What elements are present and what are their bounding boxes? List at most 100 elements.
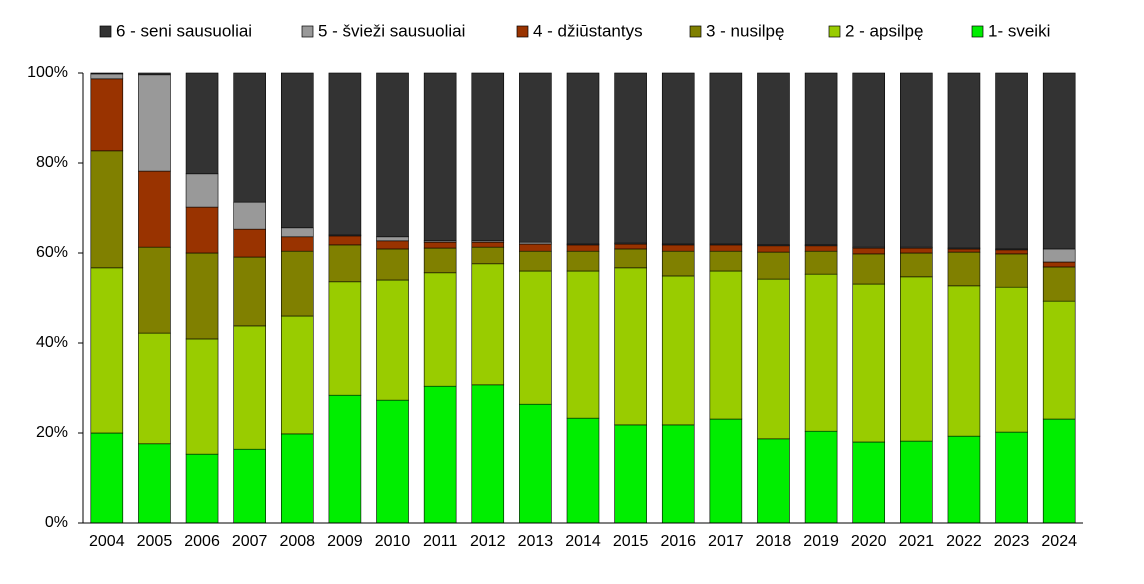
bar-segment bbox=[709, 270, 743, 420]
bar-segment bbox=[614, 267, 647, 426]
x-tick-label: 2014 bbox=[565, 533, 601, 550]
bar-segment bbox=[1042, 248, 1076, 263]
legend-swatch bbox=[828, 25, 841, 38]
bar-segment bbox=[423, 241, 457, 249]
legend-swatch bbox=[971, 25, 984, 38]
x-tick-label: 2009 bbox=[327, 533, 363, 550]
bar-segment bbox=[185, 173, 219, 208]
bar-segment bbox=[566, 417, 600, 524]
legend-label: 4 - džiūstantys bbox=[533, 21, 643, 40]
bar-segment bbox=[852, 247, 886, 255]
bar-segment bbox=[566, 244, 600, 252]
bar-segment bbox=[233, 325, 266, 450]
bar-segment bbox=[757, 72, 790, 246]
bar-segment bbox=[280, 433, 314, 524]
bar-segment bbox=[233, 448, 266, 524]
bar-segment bbox=[1042, 418, 1076, 524]
bar-segment bbox=[709, 418, 743, 524]
bar-segment bbox=[995, 286, 1028, 433]
bar-segment bbox=[519, 403, 552, 524]
bar-segment bbox=[328, 281, 362, 396]
bar-segment bbox=[376, 240, 409, 250]
bar-segment bbox=[995, 72, 1028, 250]
bar-segment bbox=[947, 435, 981, 524]
x-tick-label: 2020 bbox=[851, 533, 887, 550]
bar-segment bbox=[376, 279, 409, 401]
x-tick-label: 2011 bbox=[423, 533, 458, 550]
y-tick-label: 20% bbox=[36, 424, 68, 441]
x-tick-label: 2013 bbox=[518, 533, 554, 550]
bar-segment bbox=[852, 72, 886, 248]
bar-segment bbox=[328, 235, 362, 246]
bar-segment bbox=[138, 332, 171, 445]
bar-segment bbox=[233, 72, 266, 203]
bar-segment bbox=[471, 263, 505, 386]
bar-segment bbox=[90, 73, 124, 80]
y-tick-label: 0% bbox=[45, 514, 68, 531]
bar-segment bbox=[661, 72, 695, 245]
legend-label: 6 - seni sausuoliai bbox=[116, 21, 252, 40]
bar-segment bbox=[804, 430, 838, 524]
bar-segment bbox=[376, 236, 409, 242]
bar-segment bbox=[900, 72, 933, 248]
bar-segment bbox=[423, 385, 457, 524]
bar-segment bbox=[280, 236, 314, 252]
bar-segment bbox=[614, 72, 647, 244]
bar-segment bbox=[233, 201, 266, 230]
bar-segment bbox=[900, 252, 933, 278]
bar-segment bbox=[709, 72, 743, 245]
bar-segment bbox=[185, 338, 219, 455]
x-tick-label: 2016 bbox=[660, 533, 696, 550]
bar-segment bbox=[423, 272, 457, 387]
bar-segment bbox=[804, 273, 838, 432]
x-tick-label: 2021 bbox=[899, 533, 935, 550]
bar-segment bbox=[1042, 266, 1076, 302]
bar-segment bbox=[661, 250, 695, 277]
bar-segment bbox=[233, 228, 266, 258]
bar-segment bbox=[90, 78, 124, 152]
bar-segment bbox=[328, 72, 362, 236]
legend-label: 5 - švieži sausuoliai bbox=[318, 21, 465, 40]
x-tick-label: 2012 bbox=[470, 533, 506, 550]
bar-segment bbox=[138, 72, 171, 76]
bar-segment bbox=[471, 384, 505, 524]
bar-segment bbox=[709, 244, 743, 252]
bar-segment bbox=[90, 150, 124, 269]
bar-segment bbox=[1042, 261, 1076, 268]
bar-segment bbox=[757, 251, 790, 280]
bar-segment bbox=[90, 72, 124, 75]
bar-segment bbox=[566, 250, 600, 272]
bar-segment bbox=[519, 72, 552, 243]
bar-segment bbox=[947, 285, 981, 437]
legend-swatch bbox=[689, 25, 702, 38]
bar-segment bbox=[423, 247, 457, 274]
bar-segment bbox=[661, 244, 695, 252]
x-tick-label: 2007 bbox=[232, 533, 268, 550]
bar-segment bbox=[90, 267, 124, 434]
legend-swatch bbox=[99, 25, 112, 38]
x-tick-label: 2005 bbox=[137, 533, 173, 550]
bar-segment bbox=[233, 256, 266, 327]
bar-segment bbox=[947, 251, 981, 287]
bar-segment bbox=[900, 247, 933, 254]
bar-segment bbox=[328, 394, 362, 524]
bar-segment bbox=[519, 250, 552, 272]
bar-segment bbox=[852, 283, 886, 443]
bar-segment bbox=[423, 72, 457, 242]
bar-segment bbox=[614, 424, 647, 524]
bar-segment bbox=[852, 441, 886, 524]
legend-label: 3 - nusilpę bbox=[706, 21, 784, 40]
x-tick-label: 2017 bbox=[708, 533, 744, 550]
bar-segment bbox=[185, 252, 219, 340]
bar-segment bbox=[900, 440, 933, 524]
bar-segment bbox=[280, 315, 314, 435]
bar-segment bbox=[709, 250, 743, 272]
bar-segment bbox=[376, 72, 409, 238]
x-tick-label: 2023 bbox=[994, 533, 1030, 550]
bar-segment bbox=[1042, 72, 1076, 250]
bar-segment bbox=[519, 270, 552, 405]
bar-segment bbox=[90, 432, 124, 524]
bar-segment bbox=[376, 399, 409, 524]
x-tick-label: 2022 bbox=[946, 533, 982, 550]
y-tick-label: 80% bbox=[36, 154, 68, 171]
